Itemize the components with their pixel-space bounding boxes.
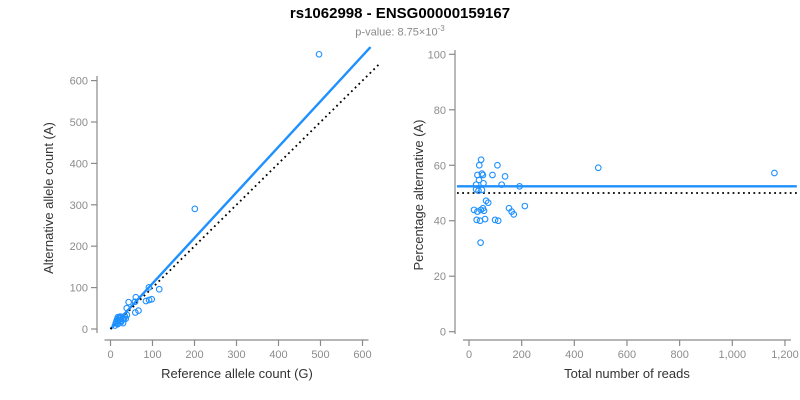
x-tick-label: 600 [353, 349, 371, 361]
left-scatter-panel: 0 100 200 300 400 500 600 0 100 200 300 400 500 600 Re… [41, 46, 380, 381]
p-value-subtitle: p-value: 8.75×10-3 [0, 24, 800, 39]
y-tick-label: 300 [70, 200, 88, 212]
x-tick-label: 1,200 [771, 349, 799, 361]
data-point [477, 156, 485, 164]
data-point [498, 181, 505, 189]
data-point [191, 205, 199, 213]
x-tick-label: 600 [618, 349, 636, 361]
data-point [135, 307, 142, 314]
x-tick-label: 0 [466, 349, 472, 361]
data-point [475, 161, 483, 169]
y-tick-label: 20 [434, 271, 446, 283]
data-point [480, 179, 487, 187]
y-tick-label: 40 [434, 216, 446, 228]
data-point [479, 171, 487, 179]
x-axis-label: Reference allele count (G) [161, 366, 313, 381]
data-point [494, 217, 502, 225]
data-point [119, 319, 127, 327]
y-tick-label: 0 [440, 327, 446, 339]
fit-line [109, 46, 372, 330]
y-axis-label: Alternative allele count (A) [41, 122, 56, 274]
data-point [475, 176, 483, 184]
y-axis-label: Percentage alternative (A) [411, 119, 426, 270]
y-tick-label: 80 [434, 105, 446, 117]
x-tick-label: 1,000 [719, 349, 747, 361]
data-point [501, 173, 509, 180]
identity-line [109, 63, 380, 330]
y-tick-label: 0 [82, 324, 88, 336]
x-tick-label: 400 [565, 349, 583, 361]
data-point [484, 199, 492, 207]
data-point [315, 50, 323, 58]
data-point [478, 170, 486, 177]
x-tick-label: 800 [670, 349, 688, 361]
data-point [470, 206, 478, 214]
x-tick-label: 400 [269, 349, 287, 361]
y-tick-label: 200 [70, 241, 88, 253]
x-tick-label: 200 [512, 349, 530, 361]
data-point [481, 215, 489, 223]
data-point [521, 202, 529, 210]
data-point [142, 297, 150, 305]
data-point [145, 284, 153, 291]
p-value-exponent: -3 [437, 24, 445, 33]
x-tick-label: 0 [107, 349, 113, 361]
data-point [148, 295, 156, 303]
y-tick-label: 400 [70, 158, 88, 170]
data-point [473, 216, 480, 224]
data-point [477, 239, 484, 247]
x-tick-label: 200 [185, 349, 203, 361]
x-tick-label: 300 [227, 349, 245, 361]
y-tick-label: 500 [70, 117, 88, 129]
data-point [516, 182, 523, 190]
data-point [482, 197, 490, 205]
data-point [510, 211, 518, 218]
data-point [131, 298, 139, 306]
x-axis-label: Total number of reads [564, 366, 690, 381]
p-value-text: p-value: 8.75×10 [355, 26, 438, 39]
y-tick-label: 600 [70, 76, 88, 88]
data-point [489, 171, 496, 179]
y-tick-label: 60 [434, 160, 446, 172]
data-point [491, 216, 499, 224]
data-point [474, 208, 481, 215]
data-point [123, 304, 131, 312]
data-point [594, 164, 602, 172]
x-tick-label: 500 [311, 349, 329, 361]
data-point [132, 293, 140, 301]
x-tick-label: 100 [143, 349, 161, 361]
y-tick-label: 100 [70, 283, 88, 295]
data-point [771, 169, 778, 177]
y-tick-label: 100 [428, 49, 446, 61]
data-point [155, 285, 163, 293]
data-point [472, 181, 480, 189]
data-point [125, 298, 132, 306]
chart-title: rs1062998 - ENSG00000159167 [289, 5, 511, 22]
data-point [480, 207, 488, 215]
data-point [494, 161, 501, 169]
right-scatter-panel: 0 20 40 60 80 100 0 200 400 600 800 1,000 1,200 Total… [411, 49, 799, 381]
data-point [472, 186, 480, 193]
